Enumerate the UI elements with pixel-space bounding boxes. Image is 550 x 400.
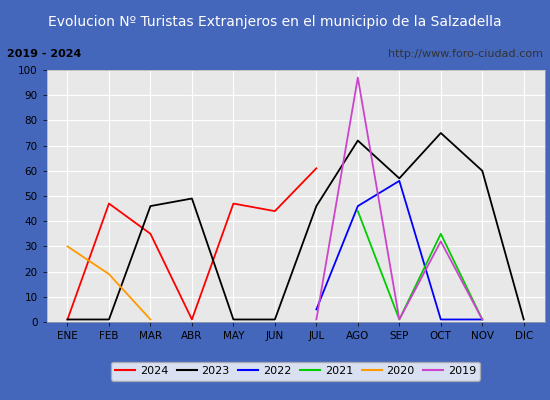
Text: 2019 - 2024: 2019 - 2024 bbox=[7, 49, 81, 59]
Legend: 2024, 2023, 2022, 2021, 2020, 2019: 2024, 2023, 2022, 2021, 2020, 2019 bbox=[111, 362, 481, 381]
Text: Evolucion Nº Turistas Extranjeros en el municipio de la Salzadella: Evolucion Nº Turistas Extranjeros en el … bbox=[48, 15, 502, 29]
Text: http://www.foro-ciudad.com: http://www.foro-ciudad.com bbox=[388, 49, 543, 59]
